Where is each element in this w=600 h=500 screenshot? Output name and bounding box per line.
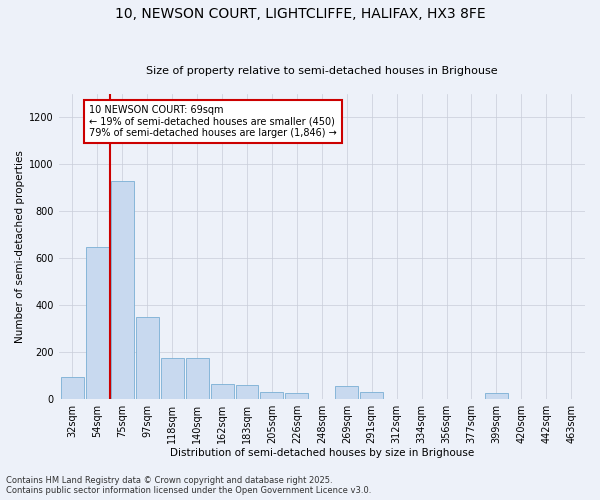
- X-axis label: Distribution of semi-detached houses by size in Brighouse: Distribution of semi-detached houses by …: [170, 448, 474, 458]
- Text: 10, NEWSON COURT, LIGHTCLIFFE, HALIFAX, HX3 8FE: 10, NEWSON COURT, LIGHTCLIFFE, HALIFAX, …: [115, 8, 485, 22]
- Bar: [185, 358, 209, 399]
- Text: 10 NEWSON COURT: 69sqm
← 19% of semi-detached houses are smaller (450)
79% of se: 10 NEWSON COURT: 69sqm ← 19% of semi-det…: [89, 104, 337, 138]
- Bar: [260, 392, 283, 399]
- Bar: [211, 384, 233, 399]
- Bar: [86, 246, 109, 399]
- Bar: [136, 317, 158, 399]
- Bar: [236, 385, 259, 399]
- Bar: [335, 386, 358, 399]
- Bar: [61, 377, 84, 399]
- Title: Size of property relative to semi-detached houses in Brighouse: Size of property relative to semi-detach…: [146, 66, 497, 76]
- Y-axis label: Number of semi-detached properties: Number of semi-detached properties: [15, 150, 25, 343]
- Bar: [360, 392, 383, 399]
- Bar: [286, 393, 308, 399]
- Text: Contains HM Land Registry data © Crown copyright and database right 2025.
Contai: Contains HM Land Registry data © Crown c…: [6, 476, 371, 495]
- Bar: [111, 181, 134, 399]
- Bar: [161, 358, 184, 399]
- Bar: [485, 393, 508, 399]
